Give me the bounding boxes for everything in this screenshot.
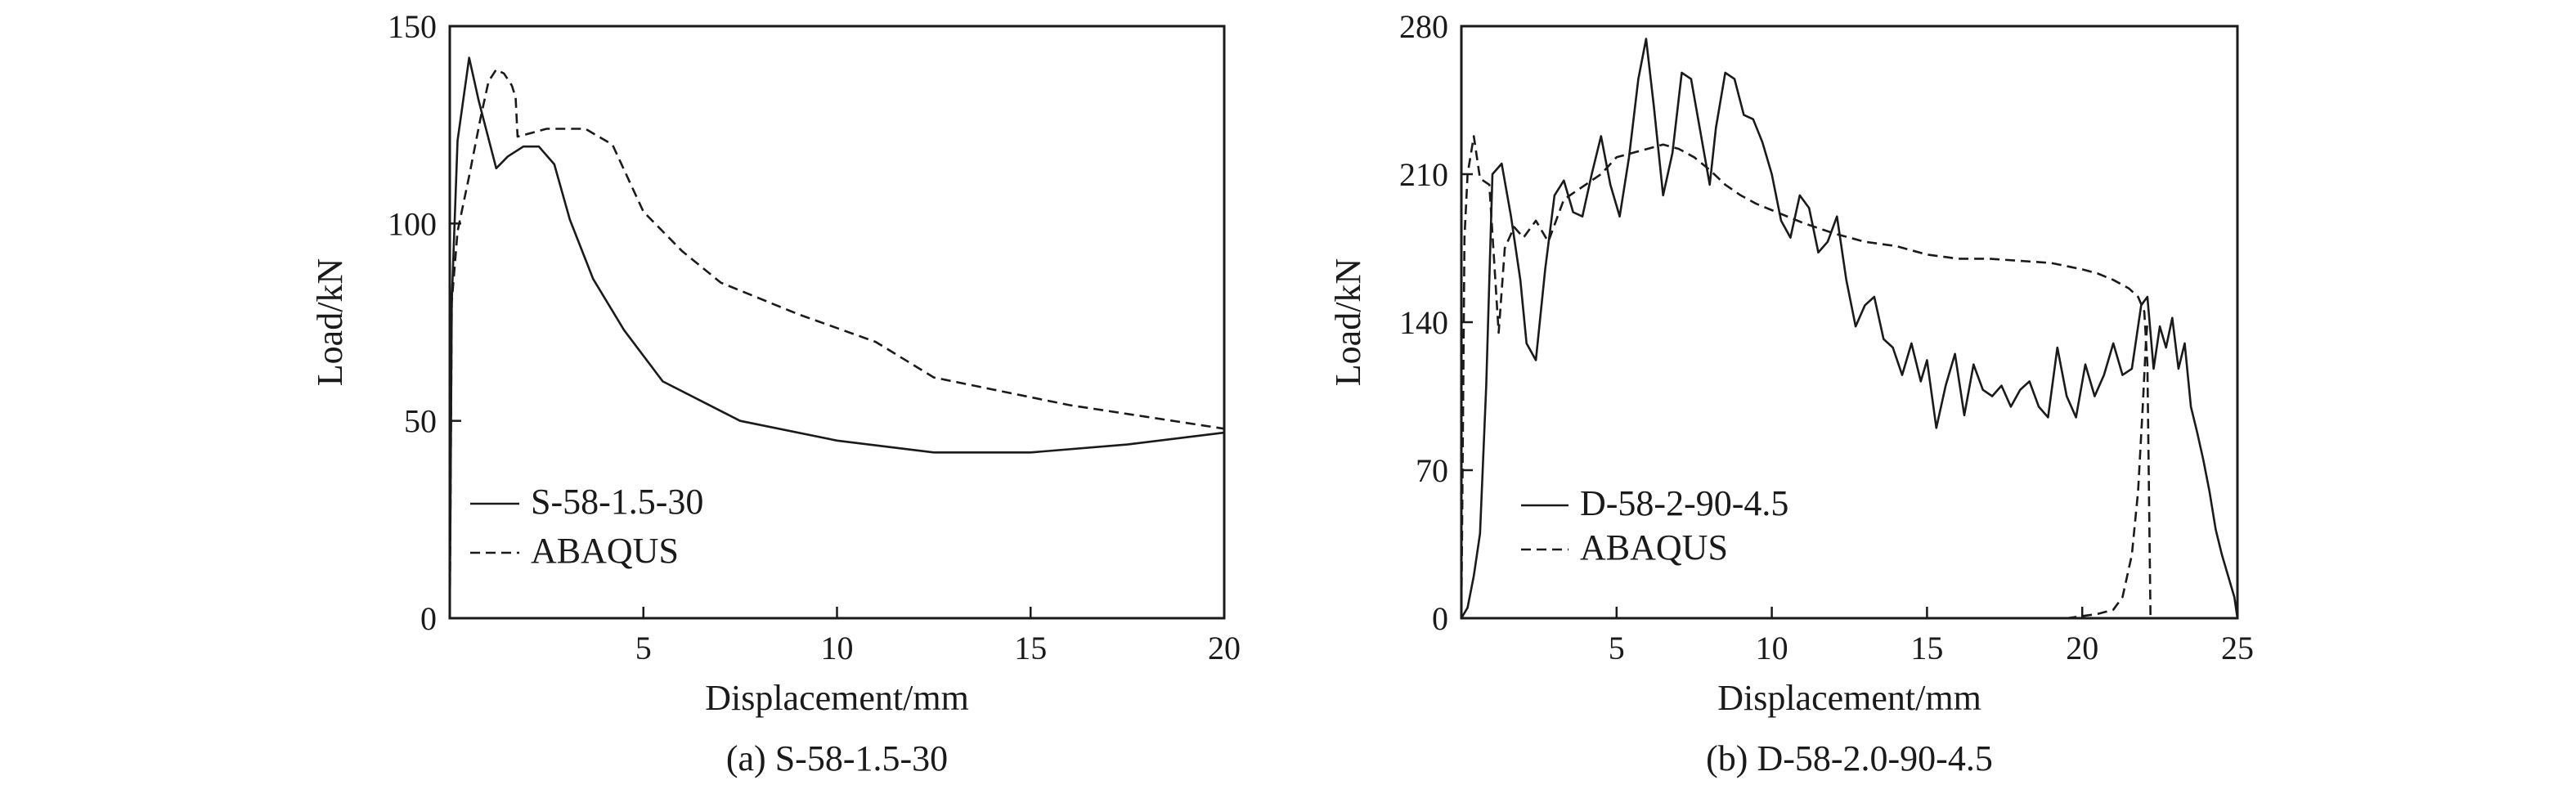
x-tick-label: 10: [1756, 630, 1788, 666]
legend-label: ABAQUS: [531, 531, 679, 571]
y-tick-label: 140: [1399, 304, 1448, 341]
y-axis-label: Load/kN: [310, 258, 350, 386]
chart-panel-b: 5 10 15 20 25 0 70 140 210 280 Displacement/mm Load…: [1328, 8, 2254, 778]
x-tick-label: 20: [1208, 630, 1241, 666]
y-tick-label: 70: [1416, 452, 1448, 489]
series-line-abaqus-1: [1460, 135, 2152, 619]
y-tick-label: 50: [404, 403, 437, 440]
y-tick-label: 150: [388, 8, 437, 45]
x-tick-label: 5: [635, 630, 652, 666]
y-tick-label: 210: [1399, 156, 1448, 193]
x-tick-label: 5: [1609, 630, 1625, 666]
plot-frame: [1460, 25, 2239, 620]
x-tick-label: 15: [1014, 630, 1047, 666]
legend-label: D-58-2-90-4.5: [1580, 483, 1788, 523]
y-tick-label: 100: [388, 205, 437, 242]
x-axis-label: Displacement/mm: [1717, 678, 1981, 718]
y-axis-label: Load/kN: [1328, 258, 1368, 386]
y-tick-label: 0: [420, 600, 437, 637]
x-tick-label: 15: [1910, 630, 1943, 666]
y-tick-label: 0: [1432, 600, 1448, 637]
series-line-abaqus-1: [448, 68, 1225, 619]
x-tick-label: 10: [821, 630, 854, 666]
chart-panel-a: 5 10 15 20 0 50 100 150 Displacement/mm Load/kN (a…: [310, 8, 1241, 778]
x-tick-label: 25: [2221, 630, 2254, 666]
x-tick-label: 20: [2066, 630, 2098, 666]
legend-label: ABAQUS: [1580, 527, 1728, 567]
series-line-test-0: [1460, 38, 2239, 619]
panel-caption: (b) D-58-2.0-90-4.5: [1706, 738, 1993, 778]
panel-caption: (a) S-58-1.5-30: [726, 738, 948, 778]
y-tick-label: 280: [1399, 8, 1448, 45]
plot-frame: [448, 25, 1226, 620]
x-axis-label: Displacement/mm: [705, 678, 969, 718]
series-line-test-0: [448, 56, 1225, 619]
legend-label: S-58-1.5-30: [531, 482, 703, 522]
series-line-abaqus-2: [2035, 321, 2149, 620]
